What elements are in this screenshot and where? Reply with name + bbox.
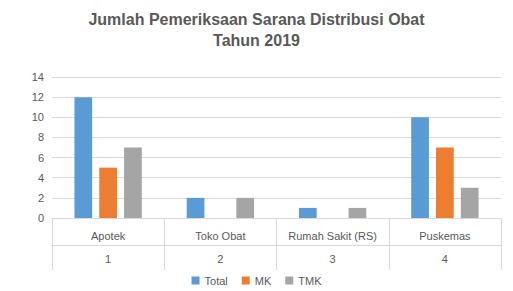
- svg-text:12: 12: [32, 91, 44, 103]
- svg-text:2: 2: [217, 253, 223, 265]
- svg-text:4: 4: [38, 172, 44, 184]
- svg-text:8: 8: [38, 131, 44, 143]
- svg-text:MK: MK: [255, 275, 272, 287]
- svg-text:10: 10: [32, 111, 44, 123]
- svg-text:TMK: TMK: [298, 275, 322, 287]
- svg-text:Total: Total: [205, 275, 228, 287]
- svg-text:3: 3: [330, 253, 336, 265]
- svg-text:2: 2: [38, 192, 44, 204]
- svg-text:14: 14: [32, 71, 44, 83]
- svg-text:Rumah Sakit (RS): Rumah Sakit (RS): [288, 230, 377, 242]
- svg-text:Jumlah Pemeriksaan Sarana Dist: Jumlah Pemeriksaan Sarana Distribusi Oba…: [88, 11, 425, 28]
- svg-text:6: 6: [38, 152, 44, 164]
- svg-text:Tahun 2019: Tahun 2019: [213, 32, 300, 49]
- svg-text:Puskemas: Puskemas: [419, 230, 471, 242]
- svg-text:4: 4: [442, 253, 448, 265]
- svg-text:Toko Obat: Toko Obat: [195, 230, 245, 242]
- svg-text:Apotek: Apotek: [91, 230, 126, 242]
- svg-text:0: 0: [38, 212, 44, 224]
- svg-text:1: 1: [105, 253, 111, 265]
